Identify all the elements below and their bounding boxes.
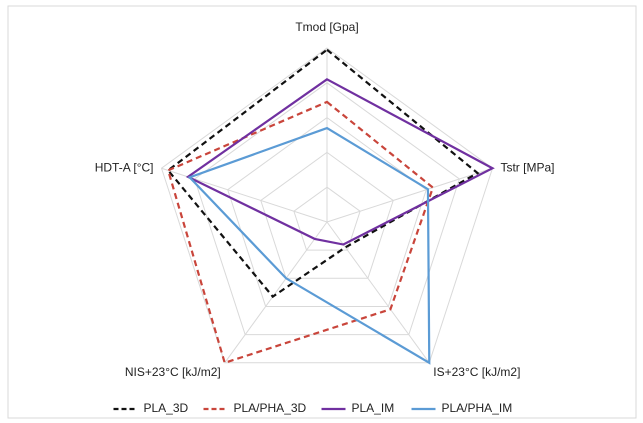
legend-label: PLA_3D [144, 401, 189, 415]
grid-ring [194, 82, 460, 336]
spoke [326, 167, 493, 223]
axis-label: Tstr [MPa] [500, 160, 554, 174]
series-line [166, 48, 480, 299]
spoke [326, 221, 430, 364]
axis-label: NIS+23°C [kJ/m2] [125, 365, 221, 379]
grid-ring [260, 151, 394, 279]
axis-label: HDT-A [°C] [95, 160, 154, 174]
legend-label: PLA/PHA_3D [234, 401, 307, 415]
axis-label: Tmod [Gpa] [295, 20, 358, 34]
chart-frame [7, 5, 637, 419]
legend-label: PLA/PHA_IM [442, 401, 513, 415]
grid-ring [160, 47, 494, 364]
series-line [166, 100, 435, 365]
axis-label: IS+23°C [kJ/m2] [433, 365, 520, 379]
series-line [185, 78, 495, 246]
legend-label: PLA_IM [352, 401, 395, 415]
series-line [187, 126, 431, 365]
spoke [224, 221, 328, 364]
grid-ring [293, 186, 361, 251]
